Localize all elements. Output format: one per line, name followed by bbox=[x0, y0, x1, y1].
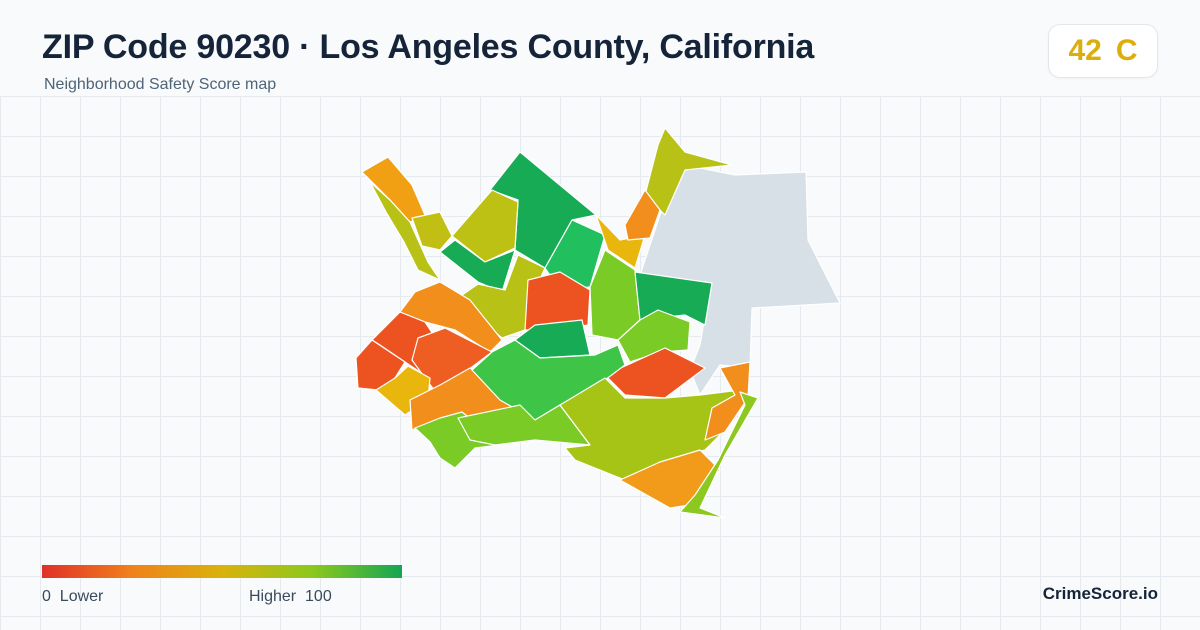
map-region-east-red[interactable] bbox=[604, 347, 706, 399]
map-region-west-orange[interactable] bbox=[399, 281, 503, 353]
map-region-central-red[interactable] bbox=[524, 271, 591, 331]
page-title: ZIP Code 90230 · Los Angeles County, Cal… bbox=[42, 28, 815, 66]
map-region-south-lime[interactable] bbox=[559, 377, 741, 481]
page-subtitle: Neighborhood Safety Score map bbox=[44, 76, 277, 93]
legend-color-scale bbox=[42, 565, 402, 578]
legend-max-label: Higher 100 bbox=[249, 588, 332, 605]
safety-score-value: 42 bbox=[1068, 34, 1102, 67]
map-region-south-orange[interactable] bbox=[619, 449, 721, 509]
map-region-se-orange-strip[interactable] bbox=[704, 361, 751, 441]
safety-score-grade: C bbox=[1115, 34, 1138, 67]
map-region-se-lime-strip[interactable] bbox=[679, 391, 759, 519]
safety-score-badge: 42 C bbox=[1048, 24, 1158, 78]
map-region-north-amber[interactable] bbox=[595, 214, 646, 269]
map-region-nw-strip-lower[interactable] bbox=[369, 181, 441, 281]
header-band bbox=[0, 0, 1200, 96]
legend-min-label: 0 Lower bbox=[42, 588, 104, 605]
map-region-nw-small[interactable] bbox=[411, 211, 453, 251]
map-region-ne-orange[interactable] bbox=[624, 189, 661, 241]
map-region-north-green-left[interactable] bbox=[439, 239, 516, 293]
brand-logo-text[interactable]: CrimeScore.io bbox=[1042, 584, 1158, 603]
map-region-east-lime[interactable] bbox=[617, 309, 691, 363]
